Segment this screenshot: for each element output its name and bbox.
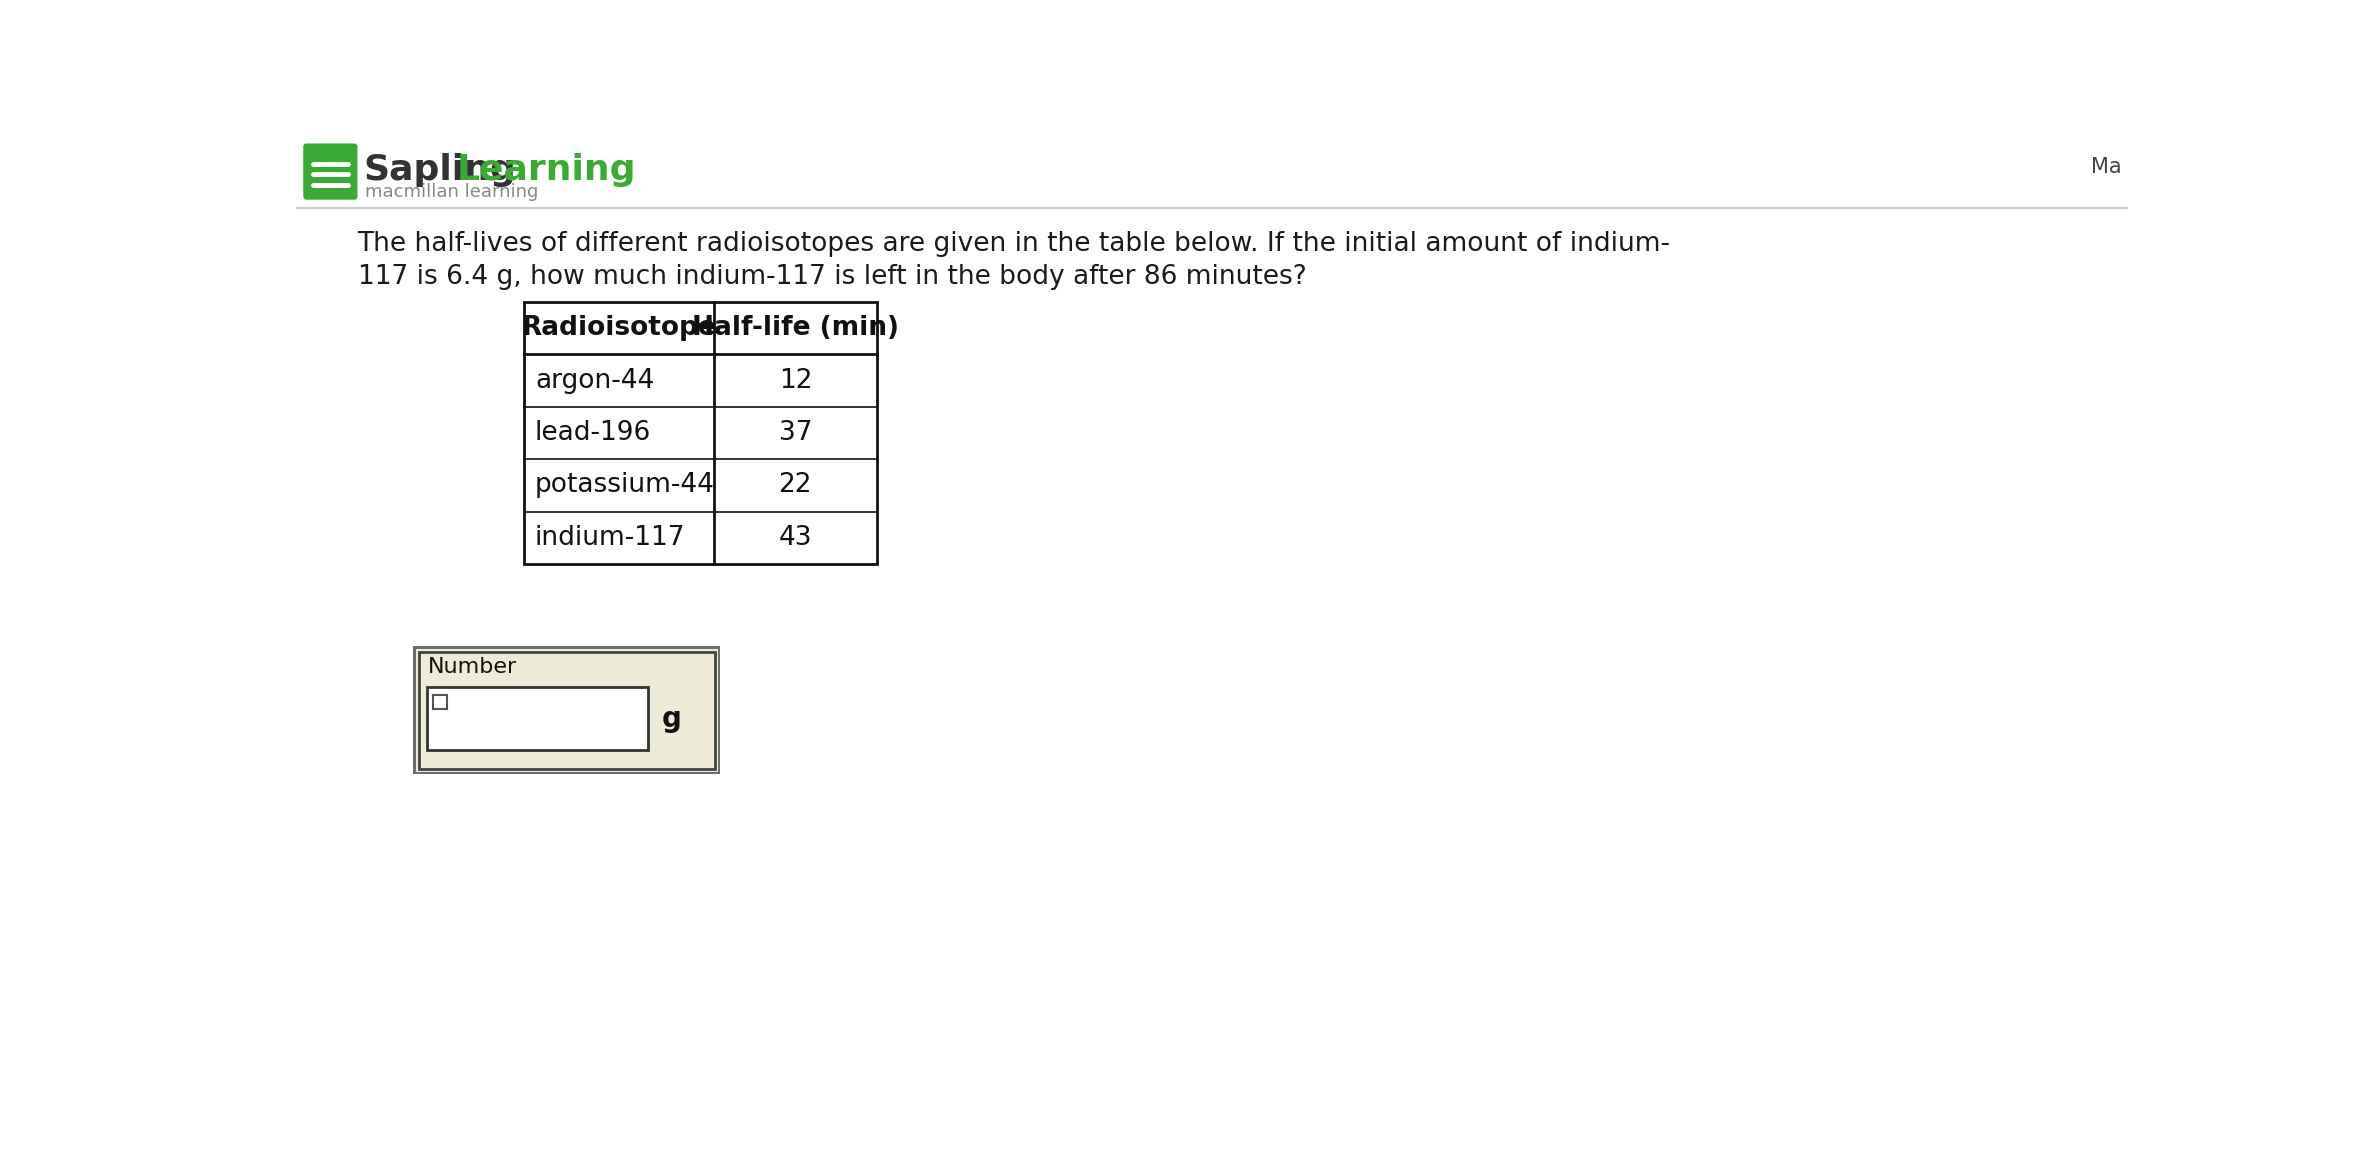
- FancyBboxPatch shape: [303, 144, 357, 200]
- Bar: [525, 302, 877, 564]
- Text: macmillan learning: macmillan learning: [366, 183, 539, 201]
- Text: Radioisotope: Radioisotope: [522, 315, 716, 342]
- Text: Learning: Learning: [456, 152, 636, 187]
- Text: Ma: Ma: [2090, 157, 2121, 178]
- Text: 12: 12: [778, 367, 813, 393]
- Text: argon-44: argon-44: [534, 367, 655, 393]
- Bar: [433, 695, 447, 709]
- Bar: [428, 687, 648, 750]
- Text: 43: 43: [778, 524, 813, 551]
- Bar: [416, 648, 719, 772]
- Text: lead-196: lead-196: [534, 420, 650, 446]
- Bar: [418, 652, 714, 769]
- Text: 37: 37: [778, 420, 813, 446]
- Text: Half-life (min): Half-life (min): [693, 315, 898, 342]
- Text: indium-117: indium-117: [534, 524, 686, 551]
- Text: 117 is 6.4 g, how much indium-117 is left in the body after 86 minutes?: 117 is 6.4 g, how much indium-117 is lef…: [357, 263, 1307, 290]
- Text: potassium-44: potassium-44: [534, 473, 714, 498]
- Bar: [414, 646, 721, 775]
- Text: The half-lives of different radioisotopes are given in the table below. If the i: The half-lives of different radioisotope…: [357, 232, 1671, 257]
- Text: Sapling: Sapling: [364, 152, 515, 187]
- Text: Number: Number: [428, 658, 518, 677]
- Text: g: g: [662, 704, 681, 732]
- Text: 22: 22: [778, 473, 813, 498]
